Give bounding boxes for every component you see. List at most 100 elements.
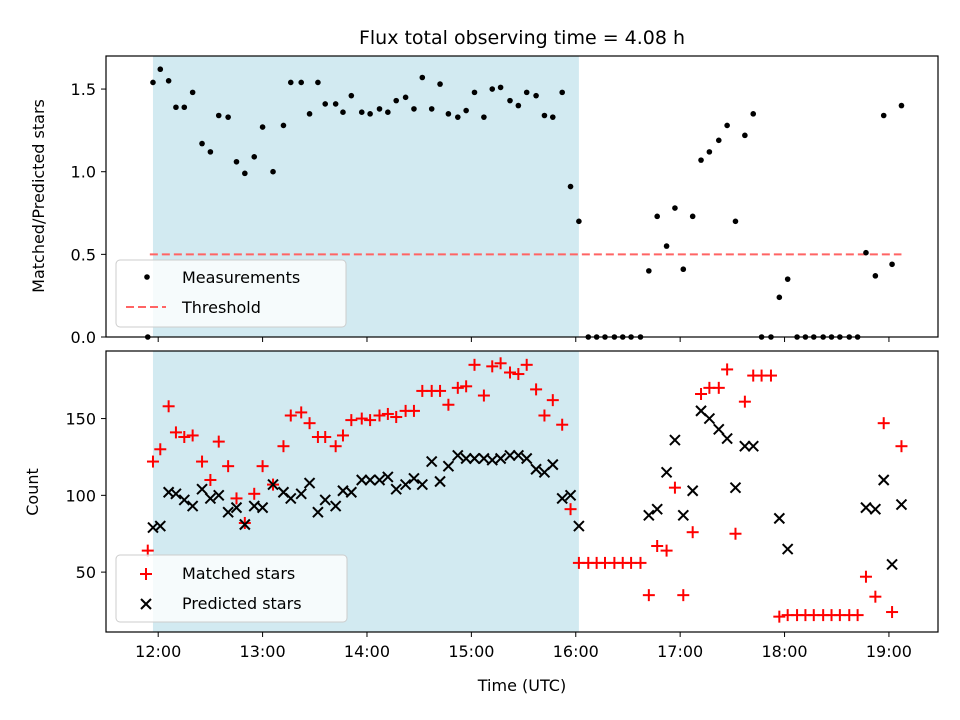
matched-stars-point	[222, 460, 235, 473]
measurements-point	[181, 104, 188, 111]
top-plot-frame	[105, 55, 939, 338]
matched-stars-point	[695, 387, 708, 400]
measurements-point	[880, 112, 887, 119]
legend-label-threshold: Threshold	[181, 298, 261, 317]
predicted-stars-point	[703, 412, 716, 425]
matched-stars-point	[212, 435, 225, 448]
measurements-point	[706, 149, 713, 155]
top-y-tick-label: 1.5	[71, 80, 96, 99]
measurements-point	[680, 266, 687, 273]
matched-stars-point	[886, 606, 899, 619]
matched-stars-point	[895, 440, 908, 453]
matched-stars-point	[434, 384, 447, 397]
top-y-tick-label: 0.0	[71, 328, 96, 347]
predicted-stars-point	[256, 501, 269, 514]
predicted-stars-point	[781, 543, 794, 555]
predicted-stars-point	[442, 460, 455, 472]
predicted-stars-point	[651, 503, 663, 515]
measurements-point	[242, 170, 248, 177]
measurements-point	[358, 109, 365, 115]
measurements-point	[497, 84, 504, 91]
predicted-stars-point	[713, 423, 725, 436]
predicted-stars-point	[390, 483, 402, 495]
bottom-panel-counts: 12:00 13:00 14:00 15:00 16:00 17:00 18:00 19:00…	[23, 350, 939, 695]
predicted-stars-point	[222, 506, 234, 518]
matched-stars-point	[295, 406, 308, 419]
matched-stars-point	[660, 544, 673, 557]
matched-stars-point	[345, 414, 358, 427]
matched-stars-point	[877, 417, 890, 430]
measurements-point	[732, 218, 739, 225]
predicted-stars-point	[729, 481, 742, 494]
predicted-stars-point	[504, 449, 516, 462]
predicted-stars-point	[494, 452, 507, 465]
measurements-point	[445, 111, 452, 117]
top-legend: Measurements Threshold	[115, 259, 347, 328]
measurements-point	[199, 140, 205, 147]
measurements-point	[663, 243, 670, 249]
matched-stars-point	[178, 430, 191, 443]
predicted-stars-point	[869, 503, 882, 515]
measurements-point	[454, 114, 461, 120]
predicted-stars-point	[267, 478, 279, 491]
measurements-point	[889, 261, 895, 268]
matched-stars-point	[230, 492, 243, 505]
x-tick-label: 18:00	[761, 642, 807, 661]
predicted-stars-point	[460, 452, 472, 465]
matched-stars-point	[162, 400, 175, 413]
matched-stars-point	[154, 443, 167, 456]
top-panel-ratio: 0.0 0.5 1.0 1.5 Matched/Predicted stars Mea…	[29, 55, 939, 347]
matched-stars-point	[851, 609, 864, 622]
x-tick-label: 15:00	[448, 642, 494, 661]
top-legend-box	[115, 259, 347, 328]
measurements-point	[332, 101, 339, 107]
measurements-point	[533, 92, 539, 99]
measurements-point	[463, 107, 469, 114]
measurements-point	[863, 249, 869, 256]
matched-stars-point	[677, 589, 690, 602]
measurements-point	[287, 79, 294, 86]
matched-stars-point	[634, 556, 647, 569]
predicted-stars-point	[285, 492, 297, 505]
measurements-point	[225, 114, 231, 120]
bottom-y-axis-label: Count	[23, 468, 42, 516]
predicted-stars-point	[312, 506, 324, 518]
figure-title: Flux total observing time = 4.08 h	[359, 27, 685, 49]
measurements-point	[315, 79, 321, 86]
predicted-stars-point	[468, 452, 481, 465]
measurements-point	[322, 101, 329, 107]
matched-stars-point	[869, 590, 882, 603]
matched-stars-point	[477, 389, 490, 402]
predicted-stars-point	[669, 434, 681, 446]
predicted-stars-point	[295, 488, 307, 500]
matched-stars-point	[668, 481, 681, 494]
measurements-point	[742, 132, 748, 139]
measurements-point	[411, 106, 417, 112]
predicted-stars-point	[773, 512, 786, 525]
predicted-stars-point	[204, 492, 217, 505]
matched-stars-point	[284, 409, 297, 422]
matched-stars-point	[520, 358, 533, 371]
predicted-stars-point	[643, 509, 655, 522]
measurements-point	[898, 102, 905, 109]
measurements-point	[280, 122, 287, 129]
predicted-stars-point	[686, 485, 699, 497]
predicted-stars-point	[895, 498, 908, 511]
predicted-stars-point	[556, 492, 568, 505]
predicted-stars-point	[213, 489, 225, 502]
measurements-point	[776, 294, 783, 301]
measurements-point	[306, 111, 313, 117]
predicted-stars-point	[739, 440, 751, 452]
matched-stars-point	[146, 455, 159, 468]
measurements-point	[157, 66, 164, 73]
measurements-point	[251, 154, 258, 160]
matched-stars-point	[204, 473, 217, 486]
predicted-stars-point	[364, 474, 376, 486]
predicted-stars-point	[520, 452, 533, 465]
matched-stars-point	[169, 426, 182, 439]
predicted-stars-point	[564, 489, 577, 502]
predicted-stars-point	[425, 455, 438, 468]
top-panel-axes: 0.0 0.5 1.0 1.5	[71, 80, 890, 347]
measurements-point	[419, 74, 426, 81]
measurements-point	[515, 102, 522, 109]
